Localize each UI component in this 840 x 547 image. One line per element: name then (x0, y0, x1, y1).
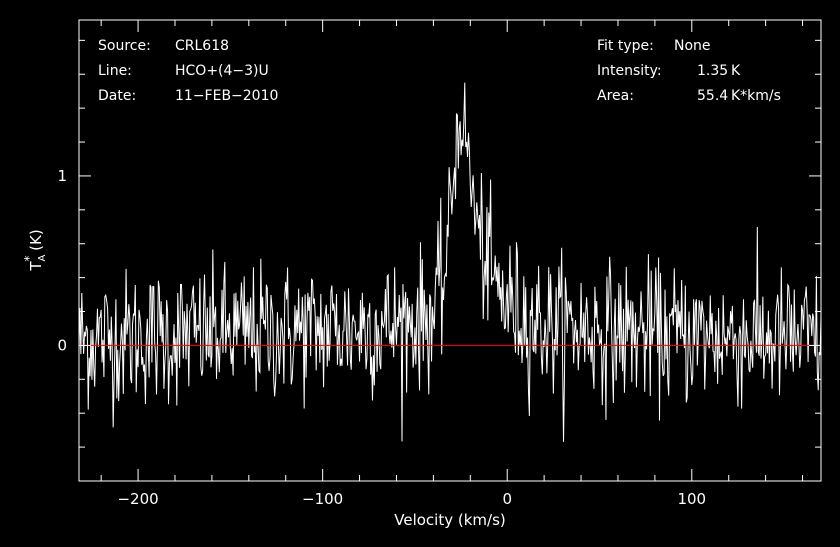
plot-frame (78, 19, 822, 482)
header-right: Fit type: None Intensity: 1.35 K Area: 5… (597, 38, 781, 104)
intensity-value: 1.35 K (697, 63, 741, 79)
plot-area (79, 82, 821, 442)
date-label: Date: (98, 88, 136, 104)
y-tick-label: 0 (57, 336, 67, 354)
area-label: Area: (597, 88, 634, 104)
source-label: Source: (98, 38, 151, 54)
axis-ticks (79, 20, 821, 481)
y-axis-label-main: T (27, 261, 45, 272)
date-value: 11−FEB−2010 (175, 88, 278, 104)
axis-tick-labels: −200 −100 0 100 0 1 (57, 167, 706, 508)
fit-type-value: None (674, 38, 711, 54)
y-axis-label-sub: A (37, 254, 48, 261)
y-axis-label-sup: * (22, 256, 36, 262)
header-left: Source: CRL618 Line: HCO+(4−3)U Date: 11… (98, 38, 278, 104)
area-value: 55.4 K*km/s (697, 88, 781, 104)
intensity-label: Intensity: (597, 63, 662, 79)
source-value: CRL618 (175, 38, 229, 54)
x-axis-label: Velocity (km/s) (394, 511, 505, 529)
line-label: Line: (98, 63, 132, 79)
spectrum-series-line (79, 82, 821, 442)
x-tick-label: −200 (117, 490, 158, 508)
fit-type-label: Fit type: (597, 38, 654, 54)
y-axis-label-unit: (K) (27, 229, 45, 255)
x-tick-label: 0 (502, 490, 512, 508)
line-value: HCO+(4−3)U (175, 63, 269, 79)
y-axis-label: TA* (K) (22, 229, 48, 271)
x-tick-label: 100 (677, 490, 706, 508)
y-tick-label: 1 (57, 167, 67, 185)
x-tick-label: −100 (302, 490, 343, 508)
